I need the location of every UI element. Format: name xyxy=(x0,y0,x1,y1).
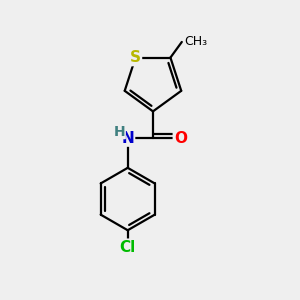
Text: O: O xyxy=(174,130,187,146)
Text: H: H xyxy=(114,124,125,139)
Text: Cl: Cl xyxy=(120,240,136,255)
Text: N: N xyxy=(121,130,134,146)
Text: CH₃: CH₃ xyxy=(184,35,207,49)
Text: S: S xyxy=(130,50,141,65)
